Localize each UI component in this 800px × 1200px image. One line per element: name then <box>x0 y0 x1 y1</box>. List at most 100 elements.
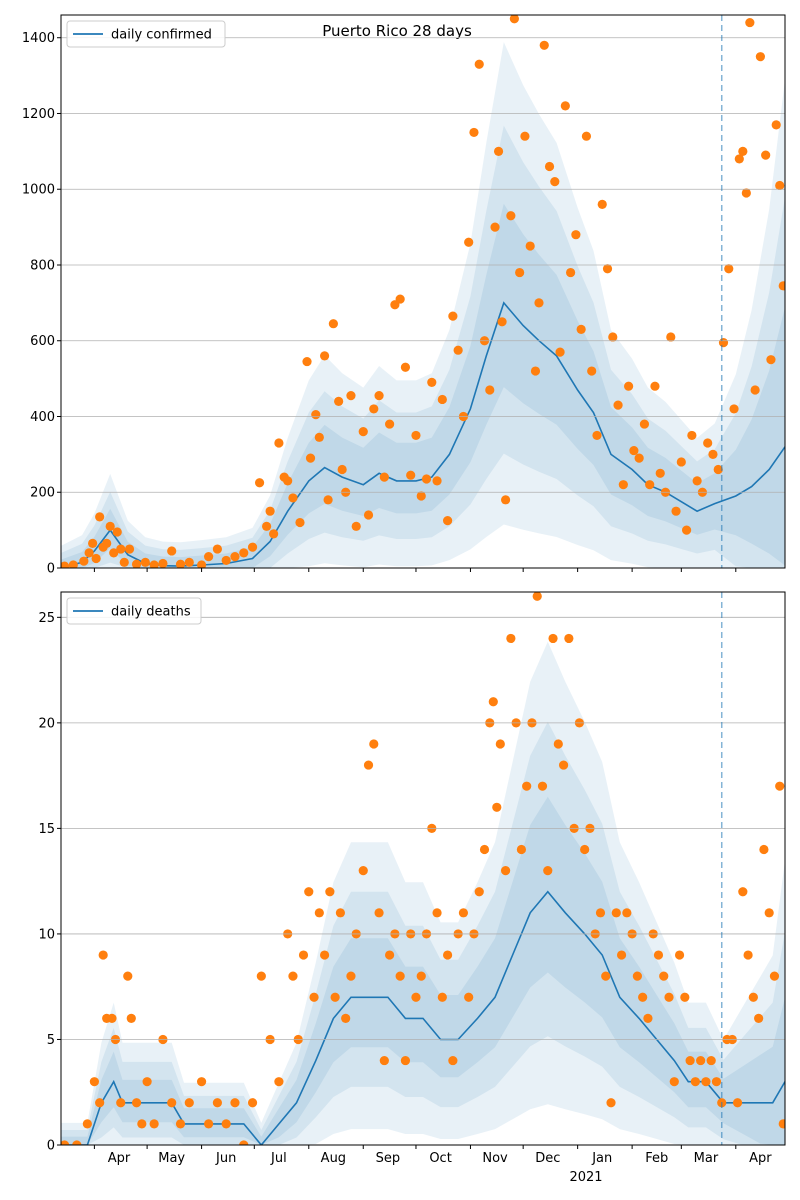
data-point <box>597 199 607 209</box>
data-point <box>72 1140 82 1145</box>
data-point <box>432 476 442 486</box>
data-point <box>576 324 586 334</box>
data-point <box>713 464 723 475</box>
data-point <box>613 400 623 410</box>
legend-label: daily deaths <box>111 605 191 620</box>
data-point <box>608 332 618 342</box>
data-point <box>400 362 411 372</box>
data-point <box>314 908 324 918</box>
data-point <box>493 146 504 156</box>
data-point <box>88 538 98 548</box>
data-point <box>140 557 150 567</box>
data-point <box>515 267 525 278</box>
y-tick-label: 0 <box>47 562 55 577</box>
data-point <box>734 154 744 164</box>
data-point <box>453 345 463 355</box>
data-point <box>142 1077 152 1087</box>
data-point <box>304 887 314 897</box>
y-tick-label: 400 <box>30 410 55 425</box>
data-point <box>298 950 309 960</box>
legend-box <box>66 597 202 625</box>
data-point <box>341 1013 351 1023</box>
x-tick-label: Nov <box>482 1151 508 1166</box>
data-point <box>616 950 627 960</box>
data-point <box>124 544 135 554</box>
data-point <box>385 419 395 429</box>
data-point <box>632 971 642 981</box>
data-point <box>629 445 639 456</box>
data-point <box>539 40 549 50</box>
data-point <box>149 1119 159 1129</box>
data-point <box>167 546 177 556</box>
data-point <box>534 298 544 308</box>
data-point <box>107 1013 117 1023</box>
data-point <box>112 527 122 537</box>
data-point <box>395 294 405 304</box>
data-point <box>548 633 558 644</box>
y-tick-label: 20 <box>38 716 55 731</box>
data-point <box>618 480 628 490</box>
data-point <box>385 950 395 960</box>
data-point <box>729 404 739 414</box>
data-point <box>274 1077 284 1087</box>
data-point <box>775 180 785 191</box>
data-point <box>302 356 312 367</box>
data-point <box>664 992 674 1002</box>
x-tick-label: Sep <box>376 1151 401 1166</box>
data-point <box>443 516 453 526</box>
data-point <box>167 1098 177 1108</box>
data-point <box>479 844 490 855</box>
data-point <box>123 971 133 981</box>
data-point <box>778 1119 785 1129</box>
data-point <box>624 381 634 391</box>
x-tick-label: Jun <box>215 1151 236 1166</box>
data-point <box>379 1055 389 1066</box>
data-point <box>500 495 511 505</box>
data-point <box>363 760 374 770</box>
data-point <box>84 548 94 558</box>
data-point <box>611 908 621 918</box>
data-point <box>330 992 340 1002</box>
data-point <box>256 971 266 981</box>
data-point <box>288 971 298 981</box>
data-point <box>676 457 686 467</box>
data-point <box>196 1077 207 1087</box>
x-tick-label: Mar <box>694 1151 719 1166</box>
data-point <box>764 908 774 918</box>
data-point <box>488 697 498 707</box>
data-point <box>671 506 681 516</box>
x-tick-label: Aug <box>321 1151 346 1166</box>
data-point <box>411 430 421 441</box>
data-point <box>437 394 447 405</box>
axes-frame <box>60 14 786 569</box>
data-point <box>706 1055 716 1066</box>
y-tick-label: 10 <box>38 927 55 942</box>
data-point <box>212 1098 222 1108</box>
data-point <box>116 544 126 554</box>
data-point <box>703 438 713 448</box>
data-point <box>732 1098 743 1108</box>
data-point <box>497 317 507 327</box>
data-point <box>622 908 632 918</box>
data-point <box>311 409 321 420</box>
data-point <box>337 464 347 475</box>
data-point <box>137 1119 147 1129</box>
data-point <box>666 332 676 342</box>
data-point <box>416 491 426 501</box>
data-point <box>328 319 338 329</box>
data-point <box>592 430 602 441</box>
data-point <box>754 1013 764 1023</box>
data-point <box>522 781 532 791</box>
data-point <box>532 592 542 601</box>
data-point <box>711 1077 722 1087</box>
data-point <box>196 560 207 568</box>
data-point <box>464 992 474 1002</box>
data-point <box>643 1013 653 1023</box>
data-point <box>655 468 665 478</box>
data-point <box>490 222 500 232</box>
data-point <box>323 495 333 505</box>
data-point <box>416 971 426 981</box>
data-point <box>464 237 474 247</box>
data-point <box>659 971 669 981</box>
data-point <box>550 177 560 187</box>
